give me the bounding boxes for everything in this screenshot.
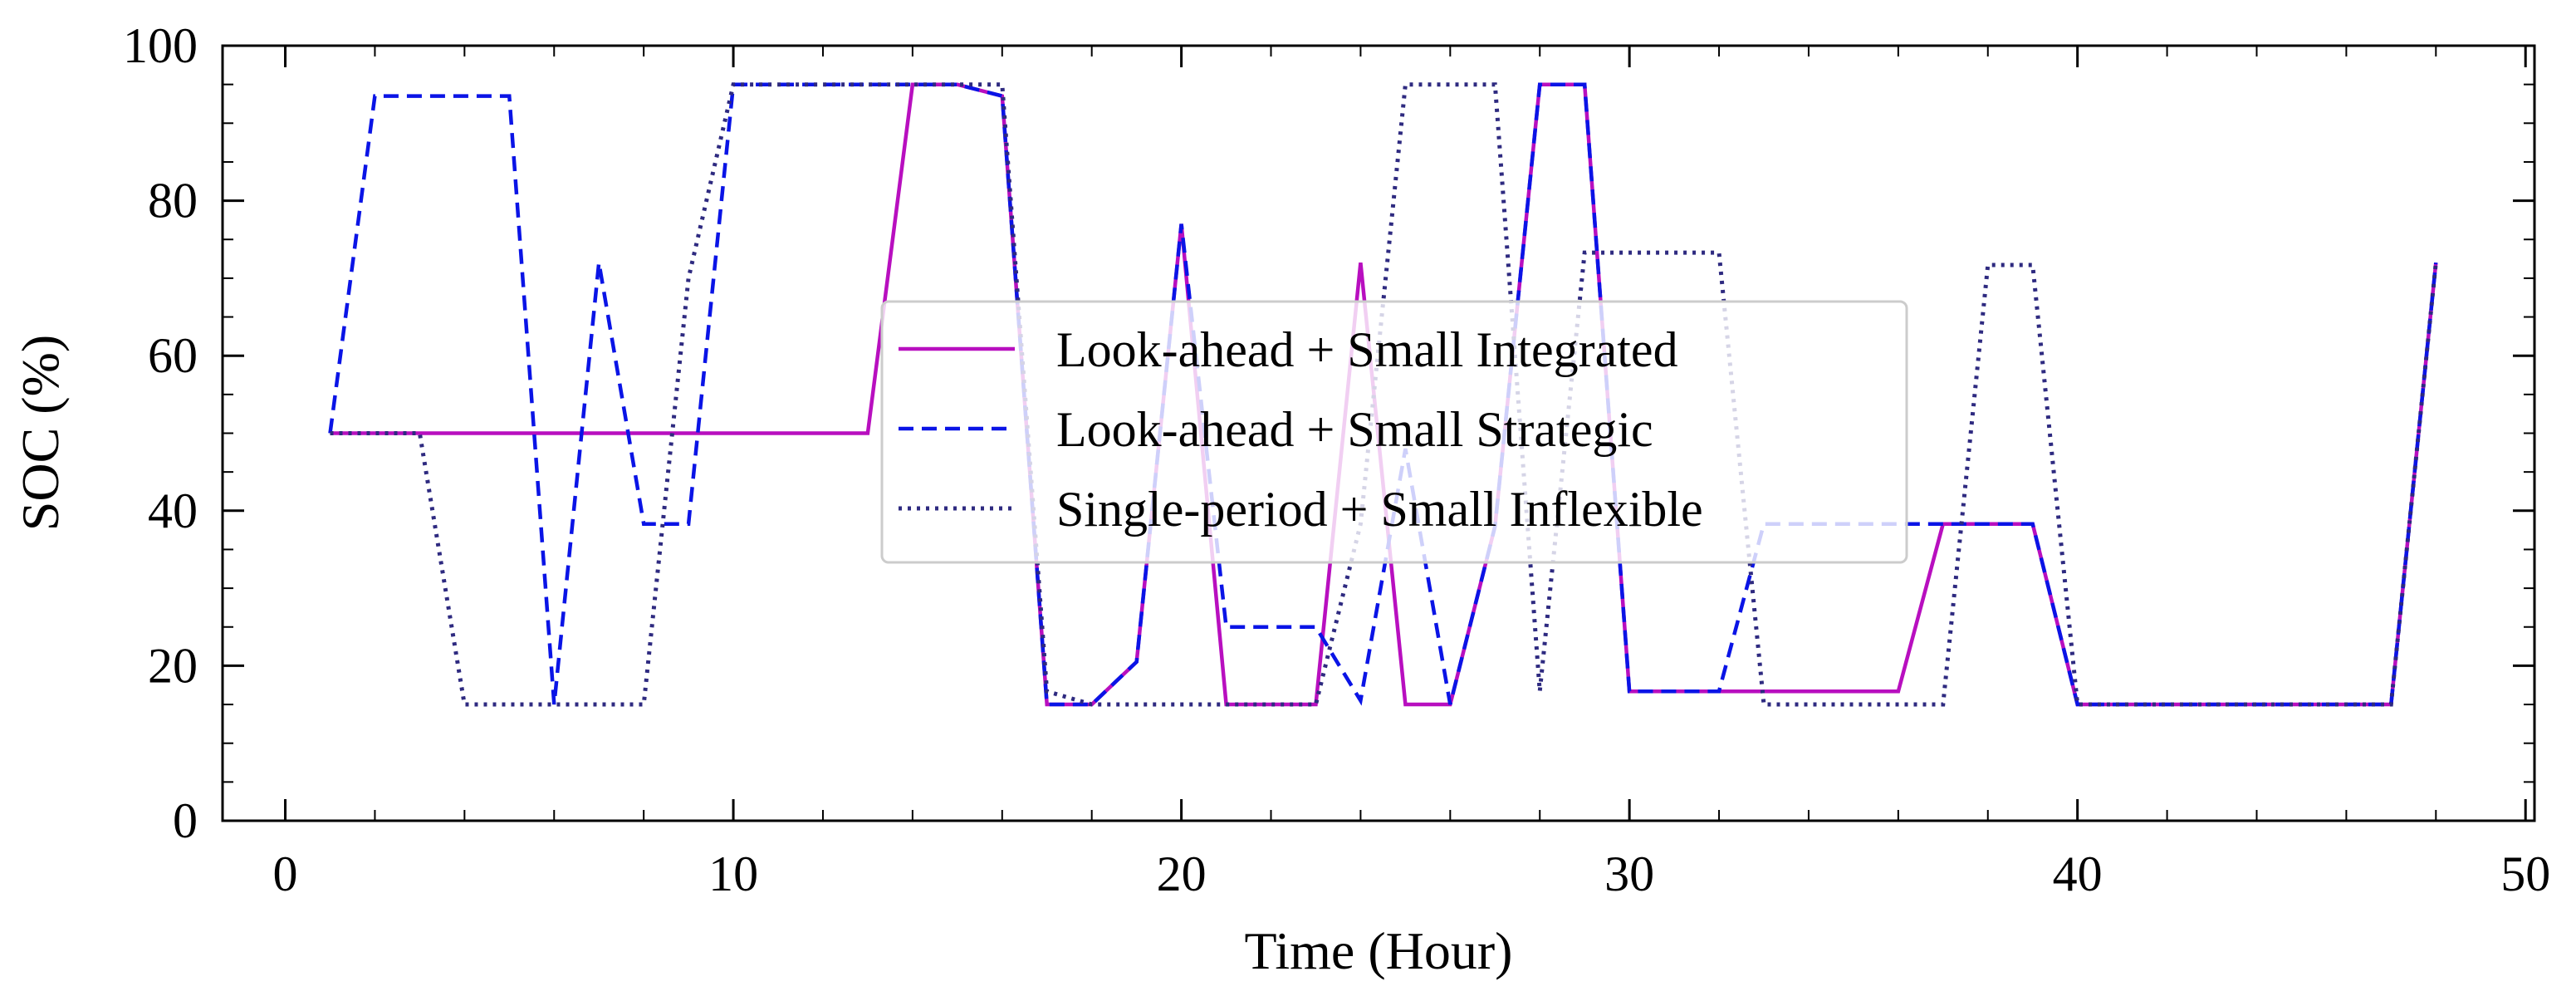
- y-tick-label: 40: [148, 483, 198, 538]
- legend: Look-ahead + Small Integrated Look-ahead …: [880, 300, 1908, 564]
- legend-label-2: Look-ahead + Small Strategic: [1056, 402, 1653, 457]
- y-tick-label: 60: [148, 328, 198, 383]
- y-axis-title: SOC (%): [11, 335, 70, 531]
- legend-box: [880, 300, 1908, 564]
- x-axis-title: Time (Hour): [1245, 921, 1513, 980]
- ticks-layer: 0 10 20 30 40 50 0 20 40 60 80 100: [123, 18, 2550, 901]
- x-tick-label: 0: [273, 846, 298, 901]
- legend-label-1: Look-ahead + Small Integrated: [1056, 322, 1678, 377]
- x-tick-label: 30: [1604, 846, 1654, 901]
- y-tick-label: 80: [148, 174, 198, 228]
- x-tick-label: 20: [1157, 846, 1207, 901]
- legend-label-3: Single-period + Small Inflexible: [1056, 482, 1703, 537]
- x-tick-label: 40: [2053, 846, 2103, 901]
- x-tick-label: 50: [2500, 846, 2550, 901]
- y-tick-label: 20: [148, 638, 198, 693]
- x-tick-label: 10: [708, 846, 758, 901]
- y-tick-label: 0: [173, 793, 198, 848]
- plot-frame: [221, 44, 2536, 822]
- y-tick-label: 100: [123, 18, 198, 73]
- legend-items: Look-ahead + Small Integrated Look-ahead …: [899, 322, 1703, 537]
